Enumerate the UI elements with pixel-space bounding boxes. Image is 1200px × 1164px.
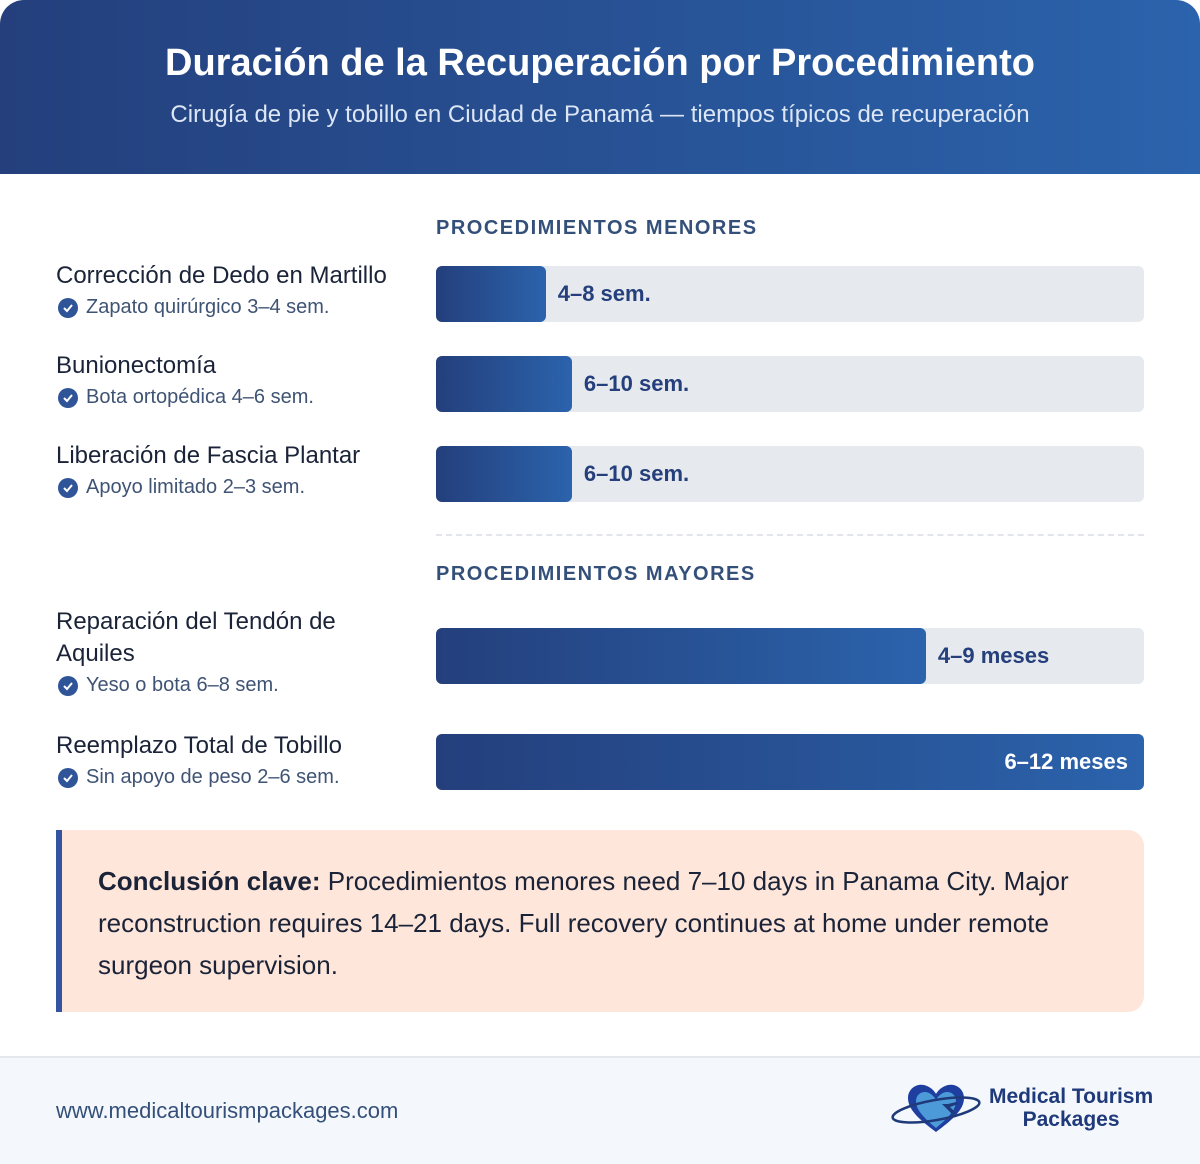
check-circle-icon <box>58 477 78 498</box>
bar-fill <box>436 628 926 684</box>
divider <box>436 534 1144 536</box>
note-text: Yeso o bota 6–8 sem. <box>86 674 279 696</box>
section-title-minor: PROCEDIMIENTOS MENORES <box>436 217 758 239</box>
note-text: Sin apoyo de peso 2–6 sem. <box>86 766 340 788</box>
footer: www.medicaltourismpackages.com Medical T… <box>0 1056 1200 1164</box>
bar-track: 6–12 meses <box>436 734 1144 790</box>
note-text: Apoyo limitado 2–3 sem. <box>86 476 306 498</box>
bar-fill <box>436 446 572 502</box>
page-title: Duración de la Recuperación por Procedim… <box>165 42 1035 84</box>
bar-value-label: 6–10 sem. <box>583 461 690 486</box>
bar-track: 6–10 sem. <box>436 446 1144 502</box>
procedure-name: Reparación del Tendón de Aquiles <box>56 608 336 667</box>
heart-plane-logo-icon <box>891 1084 981 1132</box>
callout-text: Procedimientos menores need 7–10 days in… <box>98 866 1069 980</box>
bar-value-label: 6–12 meses <box>1004 749 1128 774</box>
procedure-name: Corrección de Dedo en Martillo <box>56 262 387 289</box>
logo-line1: Medical Tourism <box>989 1085 1154 1108</box>
bar-fill <box>436 734 1144 790</box>
page-subtitle: Cirugía de pie y tobillo en Ciudad de Pa… <box>170 101 1030 128</box>
check-circle-icon <box>58 387 78 408</box>
procedure-note: Yeso o bota 6–8 sem. <box>58 674 279 697</box>
bar-fill <box>436 356 572 412</box>
bar-value-label: 4–9 meses <box>937 643 1050 668</box>
procedure-name: Liberación de Fascia Plantar <box>56 442 361 469</box>
bar-value-label: 6–10 sem. <box>583 371 690 396</box>
logo: Medical Tourism Packages <box>890 1080 1153 1136</box>
check-circle-icon <box>58 767 78 788</box>
bar-track: 4–9 meses <box>436 628 1144 684</box>
logo-line2: Packages <box>1022 1108 1120 1131</box>
note-text: Zapato quirúrgico 3–4 sem. <box>86 296 330 318</box>
procedure-name: Bunionectomía <box>56 352 217 379</box>
procedure-name: Reemplazo Total de Tobillo <box>56 732 342 759</box>
note-text: Bota ortopédica 4–6 sem. <box>86 386 314 408</box>
procedure-note: Apoyo limitado 2–3 sem. <box>58 476 305 499</box>
bar-track: 6–10 sem. <box>436 356 1144 412</box>
bar-fill <box>436 266 546 322</box>
key-takeaway-callout: Conclusión clave: Procedimientos menores… <box>56 830 1144 1012</box>
bar-value-label: 4–8 sem. <box>557 281 651 306</box>
bar-track: 4–8 sem. <box>436 266 1144 322</box>
website-url[interactable]: www.medicaltourismpackages.com <box>56 1098 399 1123</box>
procedure-note: Sin apoyo de peso 2–6 sem. <box>58 766 340 789</box>
check-circle-icon <box>58 297 78 318</box>
procedure-note: Zapato quirúrgico 3–4 sem. <box>58 296 329 319</box>
section-title-major: PROCEDIMIENTOS MAYORES <box>436 563 756 585</box>
header: Duración de la Recuperación por Procedim… <box>0 0 1200 174</box>
check-circle-icon <box>58 675 78 696</box>
procedure-note: Bota ortopédica 4–6 sem. <box>58 386 314 409</box>
callout-label: Conclusión clave: <box>98 866 321 896</box>
